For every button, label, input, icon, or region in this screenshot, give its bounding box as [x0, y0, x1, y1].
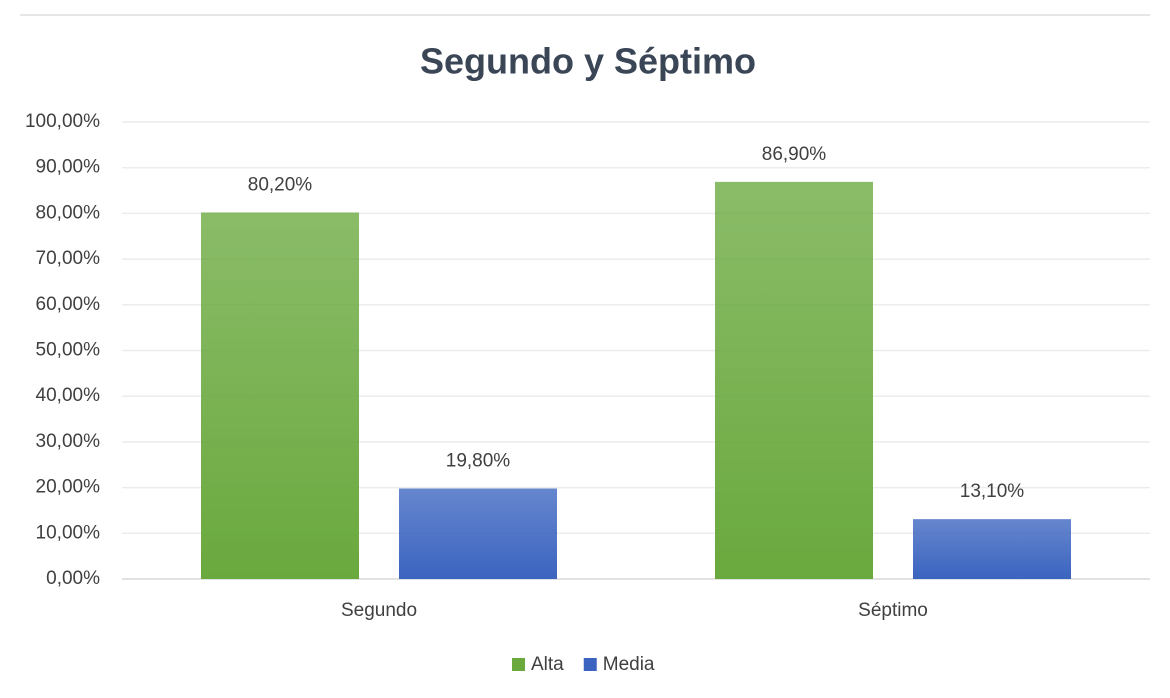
x-tick-label: Segundo: [341, 600, 417, 621]
bar: [913, 519, 1071, 579]
data-label: 80,20%: [248, 175, 313, 196]
y-tick-label: 0,00%: [46, 568, 100, 589]
legend-label: Media: [603, 654, 655, 675]
data-label: 19,80%: [446, 451, 511, 472]
legend-swatch: [583, 658, 597, 671]
y-tick-label: 100,00%: [25, 111, 100, 132]
y-tick-label: 50,00%: [36, 340, 101, 361]
bar: [399, 488, 557, 579]
y-tick-label: 40,00%: [36, 385, 101, 406]
y-tick-label: 70,00%: [36, 248, 101, 269]
bar: [201, 212, 359, 579]
data-label: 86,90%: [762, 144, 827, 165]
data-label: 13,10%: [960, 481, 1025, 502]
y-tick-label: 10,00%: [36, 522, 101, 543]
y-tick-label: 60,00%: [36, 294, 101, 315]
x-tick-label: Séptimo: [858, 600, 928, 621]
y-tick-label: 80,00%: [36, 202, 101, 223]
y-tick-label: 30,00%: [36, 431, 101, 452]
y-tick-label: 20,00%: [36, 477, 101, 498]
bar: [715, 181, 873, 579]
chart-title: Segundo y Séptimo: [420, 41, 756, 82]
legend-swatch: [512, 658, 525, 671]
legend-label: Alta: [531, 654, 564, 675]
y-tick-label: 90,00%: [36, 157, 101, 178]
